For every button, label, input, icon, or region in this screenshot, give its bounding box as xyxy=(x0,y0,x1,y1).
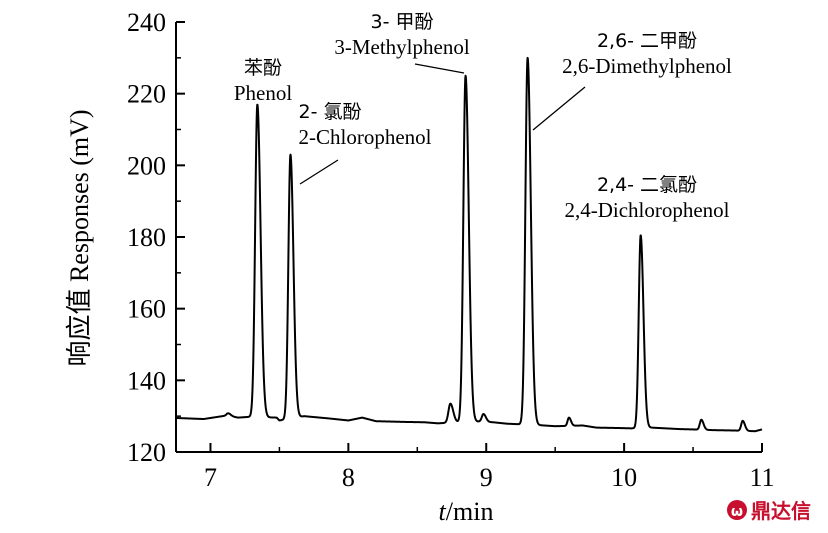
y-tick-label: 220 xyxy=(127,80,166,109)
x-tick-label: 7 xyxy=(204,463,217,492)
x-tick-label: 8 xyxy=(342,463,355,492)
chromatogram-trace xyxy=(175,56,763,433)
peak-leader-line xyxy=(299,159,339,185)
peak-label-cn: 2,4- 二氯酚 xyxy=(597,174,697,196)
x-axis-ticks: 7 8 9 10 11 xyxy=(204,443,775,492)
watermark-text: 鼎达信 xyxy=(751,499,811,523)
peak-label-cn: 苯酚 xyxy=(244,57,282,79)
peak-label-cn: 2- 氯酚 xyxy=(299,101,362,123)
peak-label: 2- 氯酚2-Chlorophenol xyxy=(299,101,432,185)
y-tick-label: 180 xyxy=(127,223,166,252)
y-tick-label: 200 xyxy=(127,151,166,180)
y-axis-ticks: 120 140 160 180 200 220 240 xyxy=(127,8,185,467)
x-axis-var: t xyxy=(439,497,447,526)
peak-label-cn: 2,6- 二甲酚 xyxy=(597,30,697,52)
x-tick-label: 9 xyxy=(480,463,493,492)
peak-label-en: 2,6-Dimethylphenol xyxy=(562,54,732,78)
y-tick-label: 240 xyxy=(127,8,166,37)
svg-text:ω: ω xyxy=(731,504,743,520)
x-tick-label: 11 xyxy=(749,463,774,492)
y-tick-label: 120 xyxy=(127,438,166,467)
peak-label-cn: 3- 甲酚 xyxy=(371,11,434,33)
peak-label: 3- 甲酚3-Methylphenol xyxy=(334,11,470,74)
peak-label-en: 2,4-Dichlorophenol xyxy=(564,198,729,222)
peak-label-en: Phenol xyxy=(234,81,293,105)
peak-label-en: 3-Methylphenol xyxy=(334,35,469,59)
x-axis-title: t/min xyxy=(439,497,494,526)
watermark-logo-icon xyxy=(727,500,747,520)
peak-leader-line xyxy=(532,86,586,131)
peak-label-en: 2-Chlorophenol xyxy=(299,125,432,149)
y-axis-title: 响应值 Responses (mV) xyxy=(65,109,94,366)
y-tick-label: 140 xyxy=(127,366,166,395)
y-tick-label: 160 xyxy=(127,295,166,324)
peak-leader-line xyxy=(414,63,465,74)
x-axis-unit: /min xyxy=(446,497,494,526)
watermark-logo: ω 鼎达信 xyxy=(727,499,811,523)
x-tick-label: 10 xyxy=(611,463,637,492)
